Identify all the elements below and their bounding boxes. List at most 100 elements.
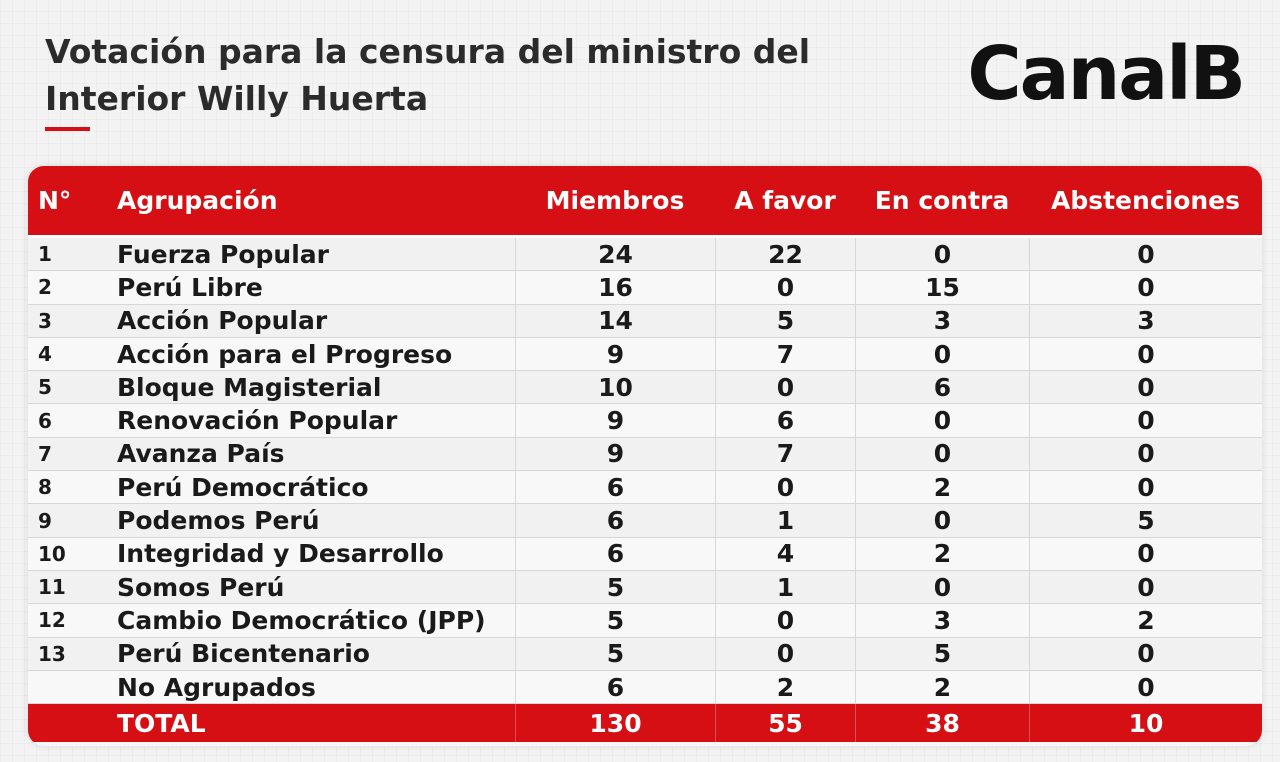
row-group: Perú Democrático	[117, 472, 369, 502]
total-label: TOTAL	[117, 708, 206, 738]
row-abstentions: 0	[1029, 371, 1262, 404]
table-row: 7 Avanza País 9 7 0 0	[28, 437, 1262, 472]
table-row: 4 Acción para el Progreso 9 7 0 0	[28, 337, 1262, 372]
row-against: 2	[855, 670, 1029, 704]
row-number: 8	[38, 475, 52, 500]
table-row: 12 Cambio Democrático (JPP) 5 0 3 2	[28, 604, 1262, 638]
row-number: 13	[38, 641, 66, 666]
row-members: 6	[515, 670, 715, 704]
table-row: 11 Somos Perú 5 1 0 0	[28, 570, 1262, 605]
row-for: 2	[715, 670, 855, 704]
row-members: 5	[515, 637, 715, 670]
row-against: 6	[855, 371, 1029, 404]
row-members: 9	[515, 437, 715, 471]
row-group: Avanza País	[117, 439, 285, 469]
row-group: Podemos Perú	[117, 506, 320, 536]
header-members: Miembros	[545, 186, 685, 215]
row-against: 3	[855, 304, 1029, 337]
row-group: Cambio Democrático (JPP)	[117, 605, 486, 635]
row-against: 0	[855, 437, 1029, 471]
row-abstentions: 5	[1029, 504, 1262, 537]
table-row: 6 Renovación Popular 9 6 0 0	[28, 404, 1262, 438]
total-n	[28, 704, 88, 742]
row-against: 0	[855, 570, 1029, 604]
row-for: 0	[715, 271, 855, 304]
row-number: 11	[38, 575, 66, 600]
table-row: 2 Perú Libre 16 0 15 0	[28, 271, 1262, 305]
row-number: 9	[38, 508, 52, 533]
table-header: N° Agrupación Miembros A favor En contra…	[28, 166, 1262, 238]
table-total-row: TOTAL 130 55 38 10	[28, 704, 1262, 743]
row-number: 1	[38, 242, 52, 267]
row-for: 1	[715, 504, 855, 537]
total-abstentions: 10	[1029, 704, 1262, 743]
row-number: 5	[38, 375, 52, 400]
row-number: 4	[38, 342, 52, 367]
canalb-logo: CanalB	[967, 31, 1246, 117]
row-members: 5	[515, 604, 715, 637]
row-against: 0	[855, 404, 1029, 437]
row-members: 24	[515, 238, 715, 271]
row-abstentions: 0	[1029, 570, 1262, 604]
title-underline	[45, 127, 90, 131]
row-for: 0	[715, 471, 855, 504]
table-row: 8 Perú Democrático 6 0 2 0	[28, 471, 1262, 505]
row-against: 0	[855, 504, 1029, 537]
row-abstentions: 0	[1029, 404, 1262, 437]
row-for: 7	[715, 337, 855, 371]
row-for: 0	[715, 371, 855, 404]
row-group: Bloque Magisterial	[117, 372, 382, 402]
row-members: 6	[515, 537, 715, 570]
row-number: 6	[38, 408, 52, 433]
row-abstentions: 0	[1029, 238, 1262, 271]
row-number: 7	[38, 441, 52, 466]
row-group: Somos Perú	[117, 572, 285, 602]
header-group: Agrupación	[117, 186, 278, 215]
total-members: 130	[515, 704, 715, 743]
row-for: 0	[715, 637, 855, 670]
row-for: 22	[715, 238, 855, 271]
row-for: 0	[715, 604, 855, 637]
table-row: 5 Bloque Magisterial 10 0 6 0	[28, 371, 1262, 405]
row-against: 2	[855, 537, 1029, 570]
header-against: En contra	[874, 186, 1010, 215]
row-against: 0	[855, 238, 1029, 271]
row-number: 3	[38, 308, 52, 333]
row-against: 3	[855, 604, 1029, 637]
row-members: 10	[515, 371, 715, 404]
row-against: 2	[855, 471, 1029, 504]
row-number: 12	[38, 608, 66, 633]
row-members: 6	[515, 504, 715, 537]
row-number	[28, 671, 88, 703]
total-against: 38	[855, 704, 1029, 743]
row-abstentions: 3	[1029, 304, 1262, 337]
row-members: 9	[515, 404, 715, 437]
row-group: Integridad y Desarrollo	[117, 539, 444, 569]
row-group: Perú Libre	[117, 272, 263, 302]
table-row: 13 Perú Bicentenario 5 0 5 0	[28, 637, 1262, 671]
vote-table: N° Agrupación Miembros A favor En contra…	[28, 166, 1262, 746]
page-title: Votación para la censura del ministro de…	[45, 32, 811, 118]
row-for: 6	[715, 404, 855, 437]
table-row: 3 Acción Popular 14 5 3 3	[28, 304, 1262, 338]
row-for: 4	[715, 537, 855, 570]
table-row: 1 Fuerza Popular 24 22 0 0	[28, 238, 1262, 272]
row-abstentions: 0	[1029, 637, 1262, 670]
row-against: 0	[855, 337, 1029, 371]
header-n: N°	[38, 186, 72, 215]
row-abstentions: 2	[1029, 604, 1262, 637]
row-against: 15	[855, 271, 1029, 304]
row-group: No Agrupados	[117, 672, 316, 702]
row-members: 16	[515, 271, 715, 304]
table-row: 10 Integridad y Desarrollo 6 4 2 0	[28, 537, 1262, 571]
row-group: Acción para el Progreso	[117, 339, 453, 369]
row-against: 5	[855, 637, 1029, 670]
table-body: 1 Fuerza Popular 24 22 0 0 2 Perú Libre 16 0 15 0 3 A…	[28, 238, 1262, 705]
row-abstentions: 0	[1029, 337, 1262, 371]
row-abstentions: 0	[1029, 437, 1262, 471]
total-for: 55	[715, 704, 855, 743]
row-members: 6	[515, 471, 715, 504]
row-number: 10	[38, 541, 66, 566]
header-for: A favor	[734, 186, 836, 215]
row-members: 14	[515, 304, 715, 337]
